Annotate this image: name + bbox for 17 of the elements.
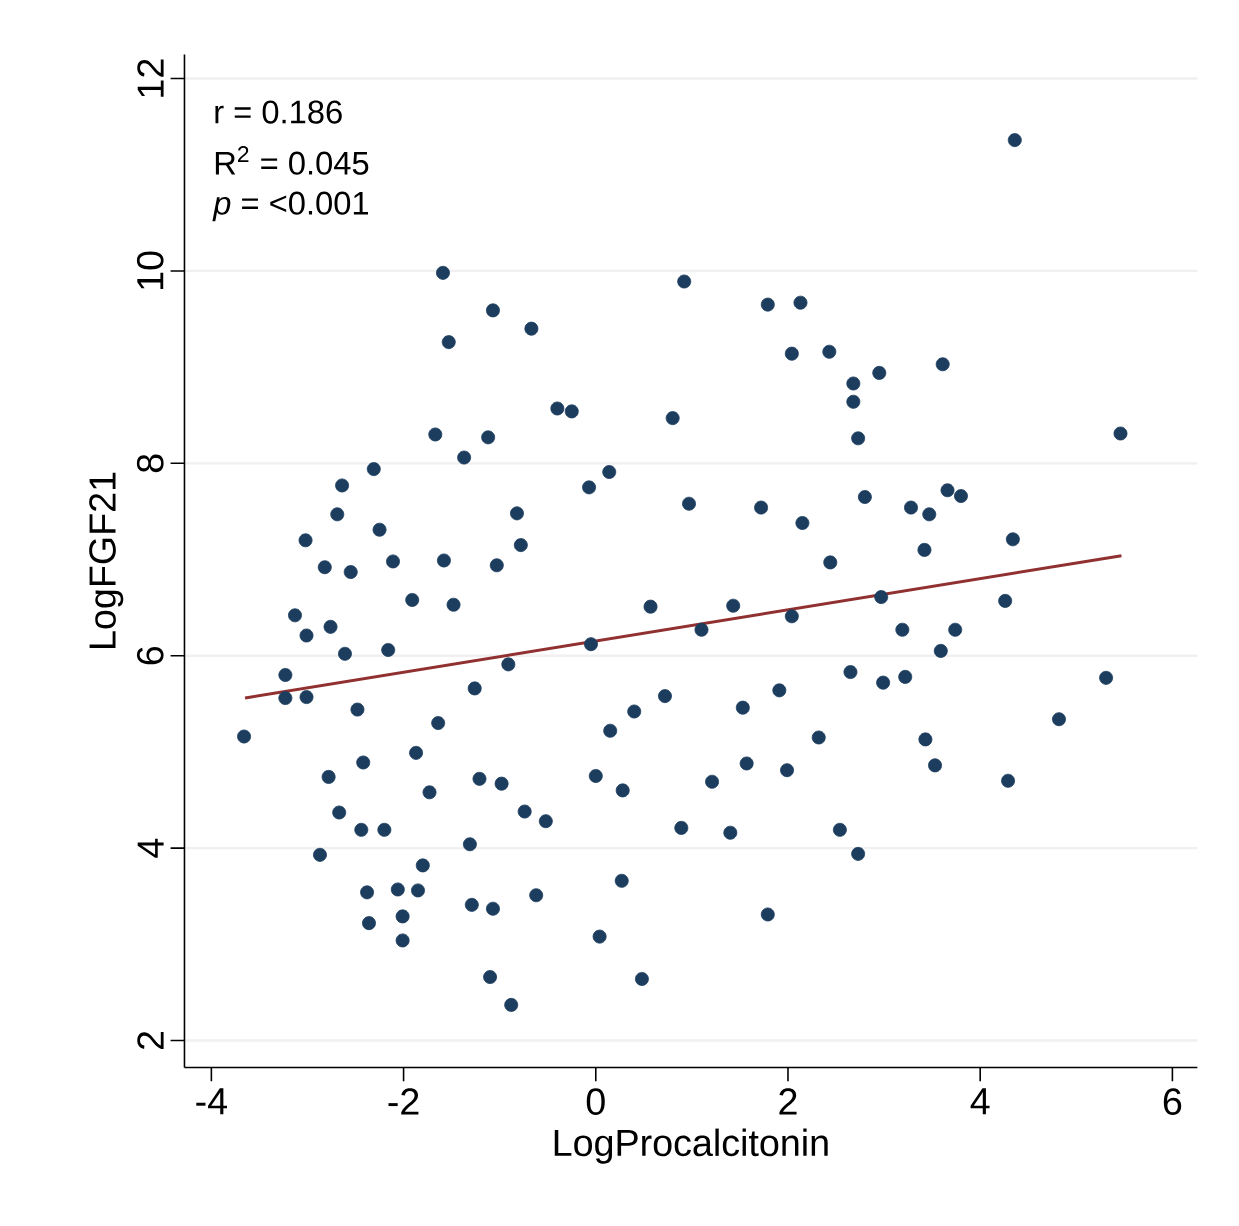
x-tick-label: 2: [779, 1088, 797, 1115]
x-tick-label: -4: [196, 1088, 227, 1115]
y-tick-label: 8: [136, 454, 164, 473]
y-tick-label: 12: [137, 59, 164, 97]
x-axis-title: LogProcalcitonin: [554, 1128, 828, 1164]
y-tick-label: 4: [137, 838, 164, 858]
x-tick-label: 6: [1163, 1088, 1182, 1115]
y-tick-label: 2: [137, 1031, 164, 1050]
x-tick-label: -2: [388, 1088, 419, 1115]
annotation: r = 0.186: [215, 100, 342, 124]
y-tick-label: 6: [136, 646, 164, 665]
y-axis-title: LogFGF21: [89, 472, 124, 648]
annotation: p = <0.001: [212, 191, 369, 222]
x-tick-label: 0: [586, 1088, 605, 1115]
annotation: R$^{2}$ = 0.045: [215, 146, 369, 175]
y-tick-label: 10: [136, 251, 164, 290]
x-tick-label: 4: [970, 1088, 990, 1115]
